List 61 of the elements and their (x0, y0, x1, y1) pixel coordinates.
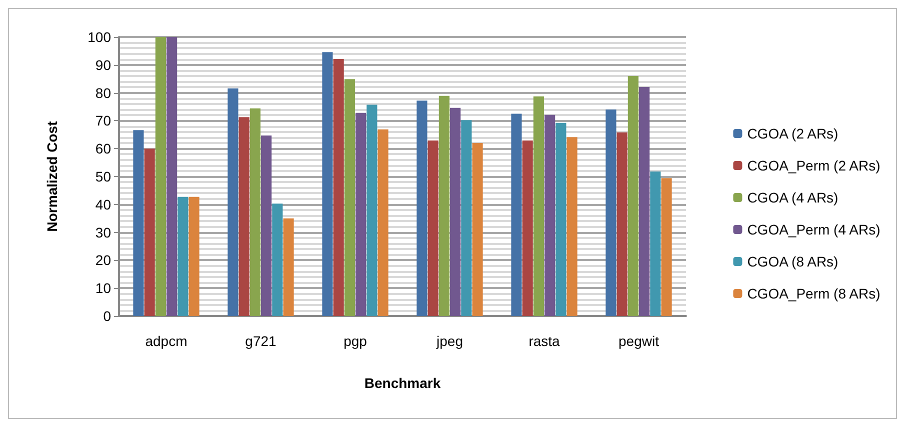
bar (511, 114, 522, 316)
bar (356, 112, 366, 316)
bar (378, 129, 388, 316)
bar (472, 143, 483, 316)
x-tick-label: adpcm (145, 333, 188, 349)
bar (461, 120, 472, 316)
bar (272, 204, 283, 316)
y-tick-label: 60 (95, 140, 112, 157)
y-tick-label: 100 (88, 29, 112, 45)
y-axis-title: Normalized Cost (44, 120, 60, 232)
x-tick-label: jpeg (436, 333, 463, 349)
x-tick-label: g721 (245, 333, 277, 349)
bar (438, 96, 450, 316)
y-tick-label: 10 (95, 280, 112, 296)
bar (188, 196, 200, 316)
bar (428, 140, 438, 316)
bar (416, 100, 428, 316)
x-tick-label: rasta (528, 333, 560, 349)
bar (144, 148, 155, 316)
bar (166, 37, 178, 316)
y-tick-label: 20 (95, 252, 112, 268)
bar (238, 117, 250, 316)
bar (556, 122, 566, 316)
bar (366, 104, 378, 316)
bar (606, 110, 616, 316)
x-tick-label: pegwit (618, 333, 660, 349)
bar (650, 171, 661, 316)
bar (566, 137, 578, 316)
bar (533, 96, 544, 316)
bar (450, 108, 461, 316)
y-tick-label: 0 (103, 308, 112, 324)
y-tick-label: 70 (95, 112, 112, 129)
bar (344, 79, 355, 316)
legend-label: CGOA (4 ARs) (747, 190, 838, 206)
y-tick-label: 90 (95, 56, 112, 73)
bar (322, 52, 333, 316)
legend-label: CGOA (2 ARs) (747, 126, 838, 142)
bar (250, 108, 260, 316)
bar (522, 140, 533, 316)
bar (628, 76, 638, 316)
bar (333, 59, 344, 316)
y-tick-label: 50 (95, 168, 112, 184)
bar (544, 114, 556, 316)
y-tick-label: 30 (95, 224, 112, 240)
x-axis-title: Benchmark (364, 375, 441, 391)
bar (228, 88, 238, 316)
y-tick-label: 40 (95, 196, 112, 212)
bar (639, 86, 650, 316)
bar (661, 178, 672, 316)
bar (133, 130, 144, 316)
legend-label: CGOA_Perm (2 ARs) (747, 158, 880, 174)
x-tick-label: pgp (344, 333, 368, 349)
bar (616, 132, 628, 316)
bar (155, 37, 166, 316)
legend-label: CGOA (8 ARs) (747, 254, 838, 270)
y-tick-label: 80 (95, 84, 112, 101)
legend-label: CGOA_Perm (8 ARs) (747, 286, 880, 302)
bar (178, 196, 188, 316)
bar (283, 218, 294, 316)
legend-label: CGOA_Perm (4 ARs) (747, 222, 880, 238)
bar (261, 135, 272, 316)
